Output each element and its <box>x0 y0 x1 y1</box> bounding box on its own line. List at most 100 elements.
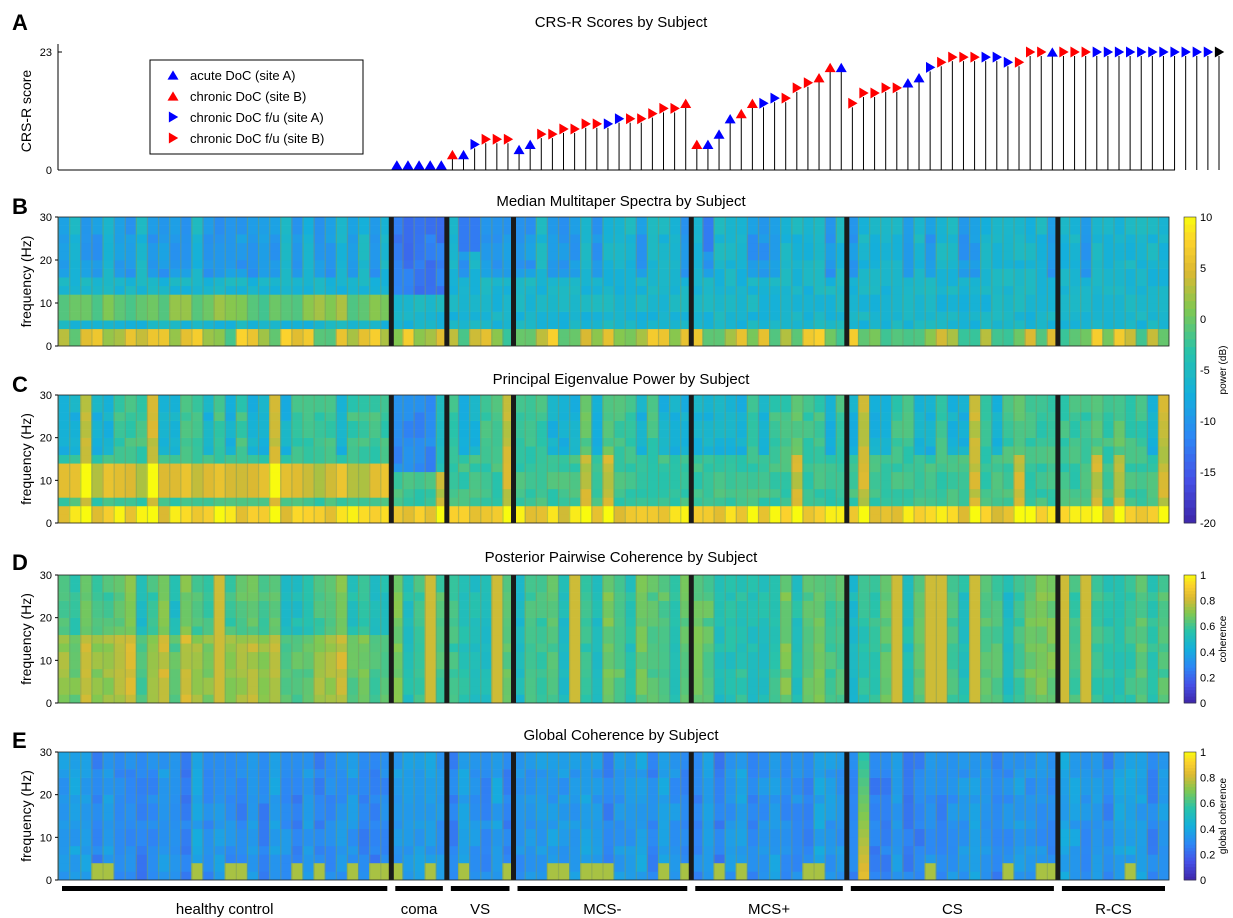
heatmap-cell <box>113 285 125 295</box>
heatmap-cell <box>1124 328 1136 338</box>
score-marker <box>435 160 447 170</box>
heatmap-cell <box>1124 429 1136 438</box>
heatmap-cell <box>269 437 281 447</box>
heatmap-cell <box>202 505 214 515</box>
heatmap-cell <box>413 480 425 490</box>
heatmap-cell <box>924 626 936 636</box>
heatmap-cell <box>624 609 637 618</box>
heatmap-cell <box>924 471 936 481</box>
heatmap-cell <box>691 217 703 226</box>
heatmap-cell <box>135 225 148 235</box>
heatmap-cell <box>469 446 481 456</box>
heatmap-cell <box>691 429 703 438</box>
heatmap-cell <box>346 488 359 498</box>
heatmap-cell <box>824 463 836 473</box>
heatmap-cell <box>413 626 425 636</box>
heatmap-cell <box>257 285 270 295</box>
heatmap-cell <box>557 395 570 404</box>
heatmap-cell <box>80 694 92 704</box>
heatmap-cell <box>613 480 625 490</box>
heatmap-cell <box>280 437 292 447</box>
heatmap-cell <box>424 471 437 481</box>
heatmap-cell <box>324 294 337 304</box>
heatmap-cell <box>991 303 1003 312</box>
heatmap-cell <box>580 626 592 636</box>
heatmap-cell <box>180 694 192 704</box>
heatmap-cell <box>1124 600 1136 610</box>
heatmap-cell <box>669 643 681 653</box>
heatmap-cell <box>1157 514 1170 524</box>
heatmap-cell <box>1024 651 1036 661</box>
heatmap-cell <box>1080 685 1092 695</box>
subject-divider <box>380 395 382 523</box>
heatmap-cell <box>102 395 114 404</box>
subject-divider <box>802 575 804 703</box>
heatmap-cell <box>935 694 948 704</box>
heatmap-cell <box>58 505 70 515</box>
heatmap-cell <box>380 488 392 498</box>
heatmap-cell <box>835 643 848 653</box>
heatmap-cell <box>69 320 81 330</box>
heatmap-cell <box>80 668 92 678</box>
heatmap-cell <box>91 225 103 235</box>
heatmap-cell <box>58 446 70 456</box>
heatmap-cell <box>946 277 959 287</box>
heatmap-cell <box>735 242 748 252</box>
heatmap-cell <box>969 514 981 524</box>
heatmap-cell <box>946 303 959 312</box>
heatmap-cell <box>1146 463 1159 473</box>
heatmap-cell <box>824 575 836 584</box>
heatmap-cell <box>935 471 948 481</box>
heatmap-cell <box>735 294 748 304</box>
heatmap-cell <box>124 600 137 610</box>
heatmap-cell <box>613 617 625 627</box>
heatmap-cell <box>80 225 92 235</box>
heatmap-cell <box>102 505 114 515</box>
heatmap-cell <box>1046 651 1059 661</box>
heatmap-cell <box>1146 514 1159 524</box>
heatmap-cell <box>169 429 181 438</box>
heatmap-cell <box>1035 303 1048 312</box>
heatmap-cell <box>957 505 970 515</box>
heatmap-cell <box>491 420 503 430</box>
heatmap-cell <box>1057 505 1070 515</box>
heatmap-cell <box>613 677 625 687</box>
heatmap-cell <box>246 320 259 330</box>
heatmap-cell <box>513 242 525 252</box>
heatmap-cell <box>357 600 370 610</box>
heatmap-cell <box>191 583 203 593</box>
heatmap-cell <box>369 260 381 269</box>
heatmap-cell <box>735 320 748 330</box>
heatmap-cell <box>491 294 503 304</box>
heatmap-cell <box>1013 497 1025 507</box>
subject-divider <box>335 217 337 346</box>
subject-divider <box>235 395 237 523</box>
heatmap-cell <box>757 403 770 413</box>
heatmap-cell <box>602 225 614 235</box>
heatmap-cell <box>291 251 303 261</box>
heatmap-cell <box>80 395 92 404</box>
heatmap-cell <box>957 311 970 321</box>
heatmap-cell <box>1135 505 1148 515</box>
heatmap-cell <box>735 480 748 490</box>
heatmap-cell <box>257 311 270 321</box>
subject-divider <box>746 395 749 523</box>
heatmap-cell <box>691 311 703 321</box>
heatmap-cell <box>413 268 425 278</box>
heatmap-cell <box>1102 668 1114 678</box>
heatmap-cell <box>191 677 203 687</box>
heatmap-cell <box>857 575 870 584</box>
heatmap-cell <box>580 242 592 252</box>
heatmap-cell <box>369 514 381 524</box>
heatmap-cell <box>1146 429 1159 438</box>
heatmap-cell <box>91 311 103 321</box>
heatmap-cell <box>635 217 648 226</box>
heatmap-cell <box>591 320 603 330</box>
heatmap-cell <box>435 505 448 515</box>
heatmap-cell <box>635 234 648 244</box>
heatmap-cell <box>757 592 770 601</box>
subject-divider <box>457 395 460 523</box>
score-marker <box>402 160 414 170</box>
heatmap-cell <box>891 488 903 498</box>
heatmap-cell <box>635 395 648 404</box>
